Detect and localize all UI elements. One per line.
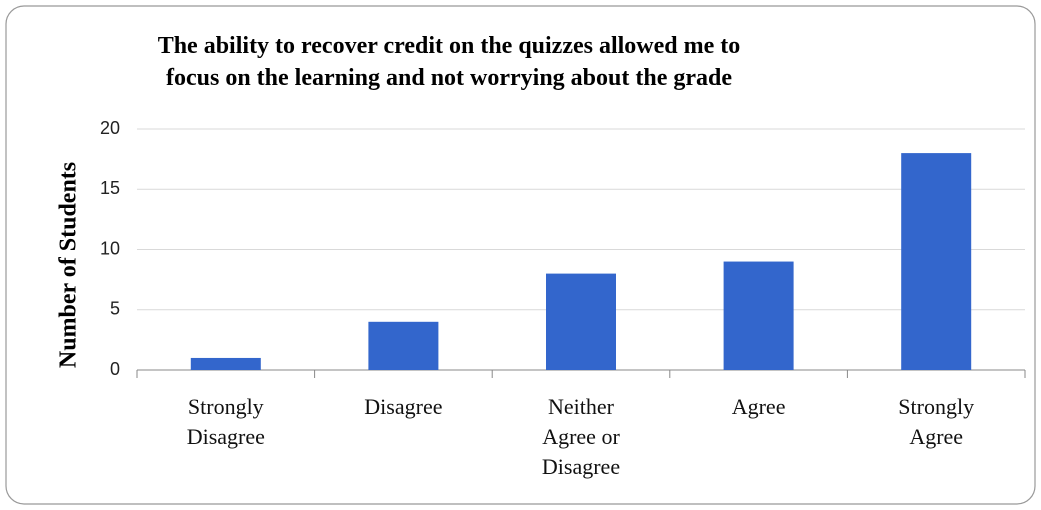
y-tick-label: 5 bbox=[110, 299, 120, 319]
bar bbox=[190, 357, 261, 370]
bar bbox=[368, 321, 439, 370]
bar bbox=[901, 153, 972, 370]
y-tick-label: 10 bbox=[100, 238, 120, 258]
y-tick-label: 20 bbox=[100, 118, 120, 138]
bar bbox=[546, 273, 616, 370]
x-tick-label: Strongly Disagree bbox=[186, 394, 265, 449]
x-tick-label: Disagree bbox=[364, 394, 443, 419]
x-tick-label: Agree bbox=[731, 394, 786, 419]
x-tick-label: Neither Agree or Disagree bbox=[541, 394, 621, 479]
chart-border bbox=[5, 5, 1036, 505]
x-tick-label: Strongly Agree bbox=[898, 394, 975, 449]
y-tick-label: 0 bbox=[110, 359, 120, 379]
y-axis-label: Number of Students bbox=[56, 162, 82, 368]
y-tick-label: 15 bbox=[100, 178, 120, 198]
chart-title: The ability to recover credit on the qui… bbox=[157, 33, 741, 91]
bar bbox=[723, 261, 794, 370]
